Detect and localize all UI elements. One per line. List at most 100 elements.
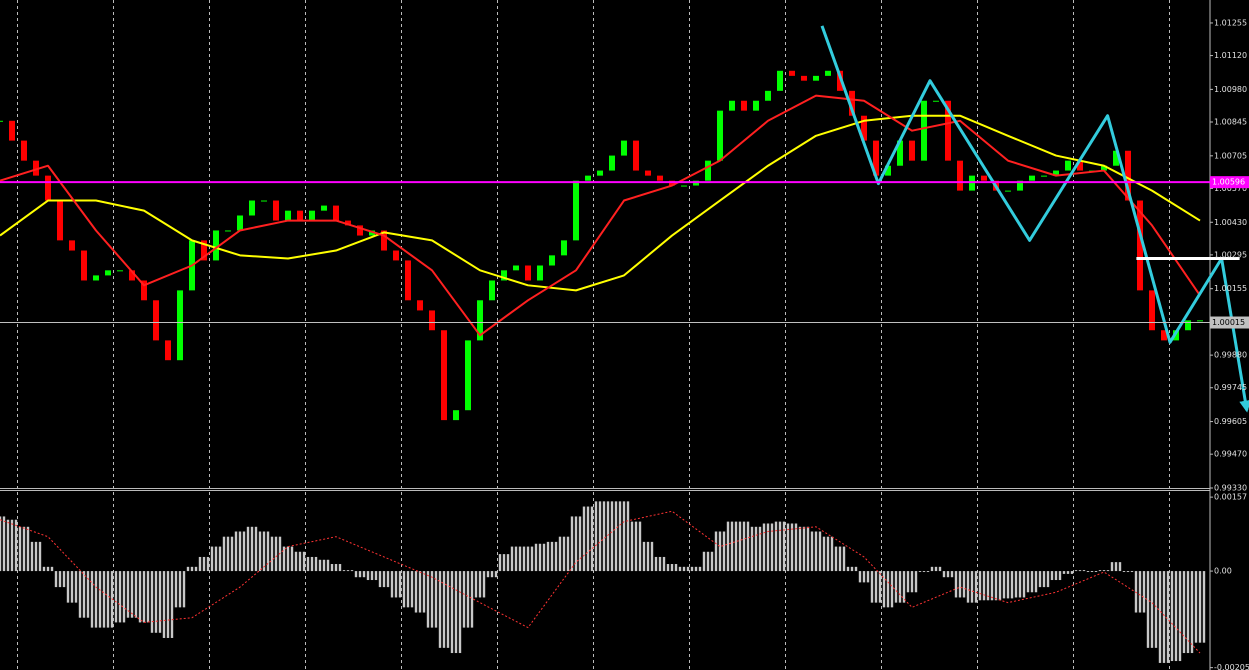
macd-bar	[226, 536, 230, 572]
macd-bar	[10, 519, 14, 572]
candle	[681, 185, 687, 187]
macd-bar	[634, 521, 638, 572]
macd-bar	[822, 536, 826, 572]
macd-bar	[562, 536, 566, 572]
macd-bar	[998, 571, 1002, 601]
macd-bar	[750, 526, 754, 572]
macd-bar	[966, 571, 970, 603]
macd-bar	[762, 523, 766, 572]
y-tick-label: 1.00295	[1214, 250, 1247, 259]
macd-bar	[506, 554, 510, 572]
macd-bar	[526, 546, 530, 572]
macd-bar	[478, 571, 482, 598]
macd-bar	[978, 571, 982, 601]
candle	[21, 140, 27, 161]
macd-bar	[606, 501, 610, 572]
macd-bar	[1018, 571, 1022, 598]
macd-bar	[102, 571, 106, 628]
macd-bar	[274, 536, 278, 572]
candle	[261, 200, 267, 202]
macd-bar	[346, 570, 350, 572]
y-tick-label: 0.99470	[1214, 450, 1247, 459]
y-tick-label: 0.00157	[1214, 493, 1247, 502]
macd-bar	[398, 571, 402, 598]
macd-bar	[138, 571, 142, 623]
macd-bar	[1086, 571, 1090, 573]
macd-bar	[1142, 571, 1146, 613]
macd-bar	[378, 571, 382, 588]
macd-bar	[618, 501, 622, 572]
candle	[561, 240, 567, 256]
macd-bar	[454, 571, 458, 654]
macd-bar	[242, 531, 246, 572]
y-tick-label: 0.99880	[1214, 351, 1247, 360]
macd-bar	[166, 571, 170, 638]
macd-bar	[842, 546, 846, 572]
candle	[705, 160, 711, 181]
candle	[249, 200, 255, 216]
macd-bar	[326, 559, 330, 572]
macd-bar	[782, 521, 786, 572]
macd-bar	[494, 571, 498, 578]
macd-bar	[234, 531, 238, 572]
macd-bar	[1158, 571, 1162, 663]
macd-bar	[370, 571, 374, 581]
candle	[501, 270, 507, 281]
macd-bar	[678, 566, 682, 572]
macd-bar	[1022, 571, 1026, 598]
candle	[1101, 165, 1107, 171]
macd-bar	[50, 566, 54, 572]
macd-bar	[90, 571, 94, 628]
macd-bar	[658, 556, 662, 572]
macd-bar	[70, 571, 74, 603]
macd-bar	[854, 566, 858, 572]
candle	[1197, 320, 1203, 322]
macd-bar	[598, 501, 602, 572]
macd-bar	[830, 536, 834, 572]
macd-bar	[726, 521, 730, 572]
macd-bar	[986, 571, 990, 601]
candle	[525, 265, 531, 281]
macd-bar	[982, 571, 986, 601]
candle	[381, 230, 387, 251]
macd-bar	[910, 571, 914, 593]
macd-bar	[1170, 571, 1174, 662]
level-label-box	[1210, 176, 1249, 189]
macd-bar	[0, 516, 2, 572]
macd-bar	[574, 516, 578, 572]
macd-bar	[778, 521, 782, 572]
macd-bar	[66, 571, 70, 603]
candle	[921, 100, 927, 161]
level-label: 1.00015	[1212, 318, 1245, 327]
macd-bar	[542, 543, 546, 572]
macd-bar	[570, 516, 574, 572]
macd-bar	[1166, 571, 1170, 663]
macd-bar	[106, 571, 110, 628]
macd-bar	[362, 571, 366, 578]
y-tick-label: 0.00	[1214, 567, 1232, 576]
macd-bar	[114, 571, 118, 623]
macd-bar	[958, 571, 962, 598]
candle	[813, 75, 819, 81]
macd-bar	[146, 571, 150, 623]
macd-bar	[1102, 570, 1106, 572]
macd-bar	[594, 501, 598, 572]
candle	[357, 225, 363, 236]
macd-bar	[394, 571, 398, 598]
candle	[237, 215, 243, 231]
macd-bar	[610, 501, 614, 572]
macd-bar	[794, 523, 798, 572]
macd-bar	[674, 564, 678, 572]
macd-bar	[566, 536, 570, 572]
macd-bar	[1010, 571, 1014, 599]
candle	[321, 205, 327, 211]
macd-bar	[1202, 571, 1206, 643]
y-tick-label: 1.00845	[1214, 118, 1247, 127]
macd-bar	[254, 526, 258, 572]
macd-bar	[390, 571, 394, 598]
candle	[477, 300, 483, 341]
macd-bar	[1138, 571, 1142, 613]
macd-bar	[1078, 570, 1082, 572]
macd-bar	[918, 571, 922, 573]
macd-bar	[282, 546, 286, 572]
